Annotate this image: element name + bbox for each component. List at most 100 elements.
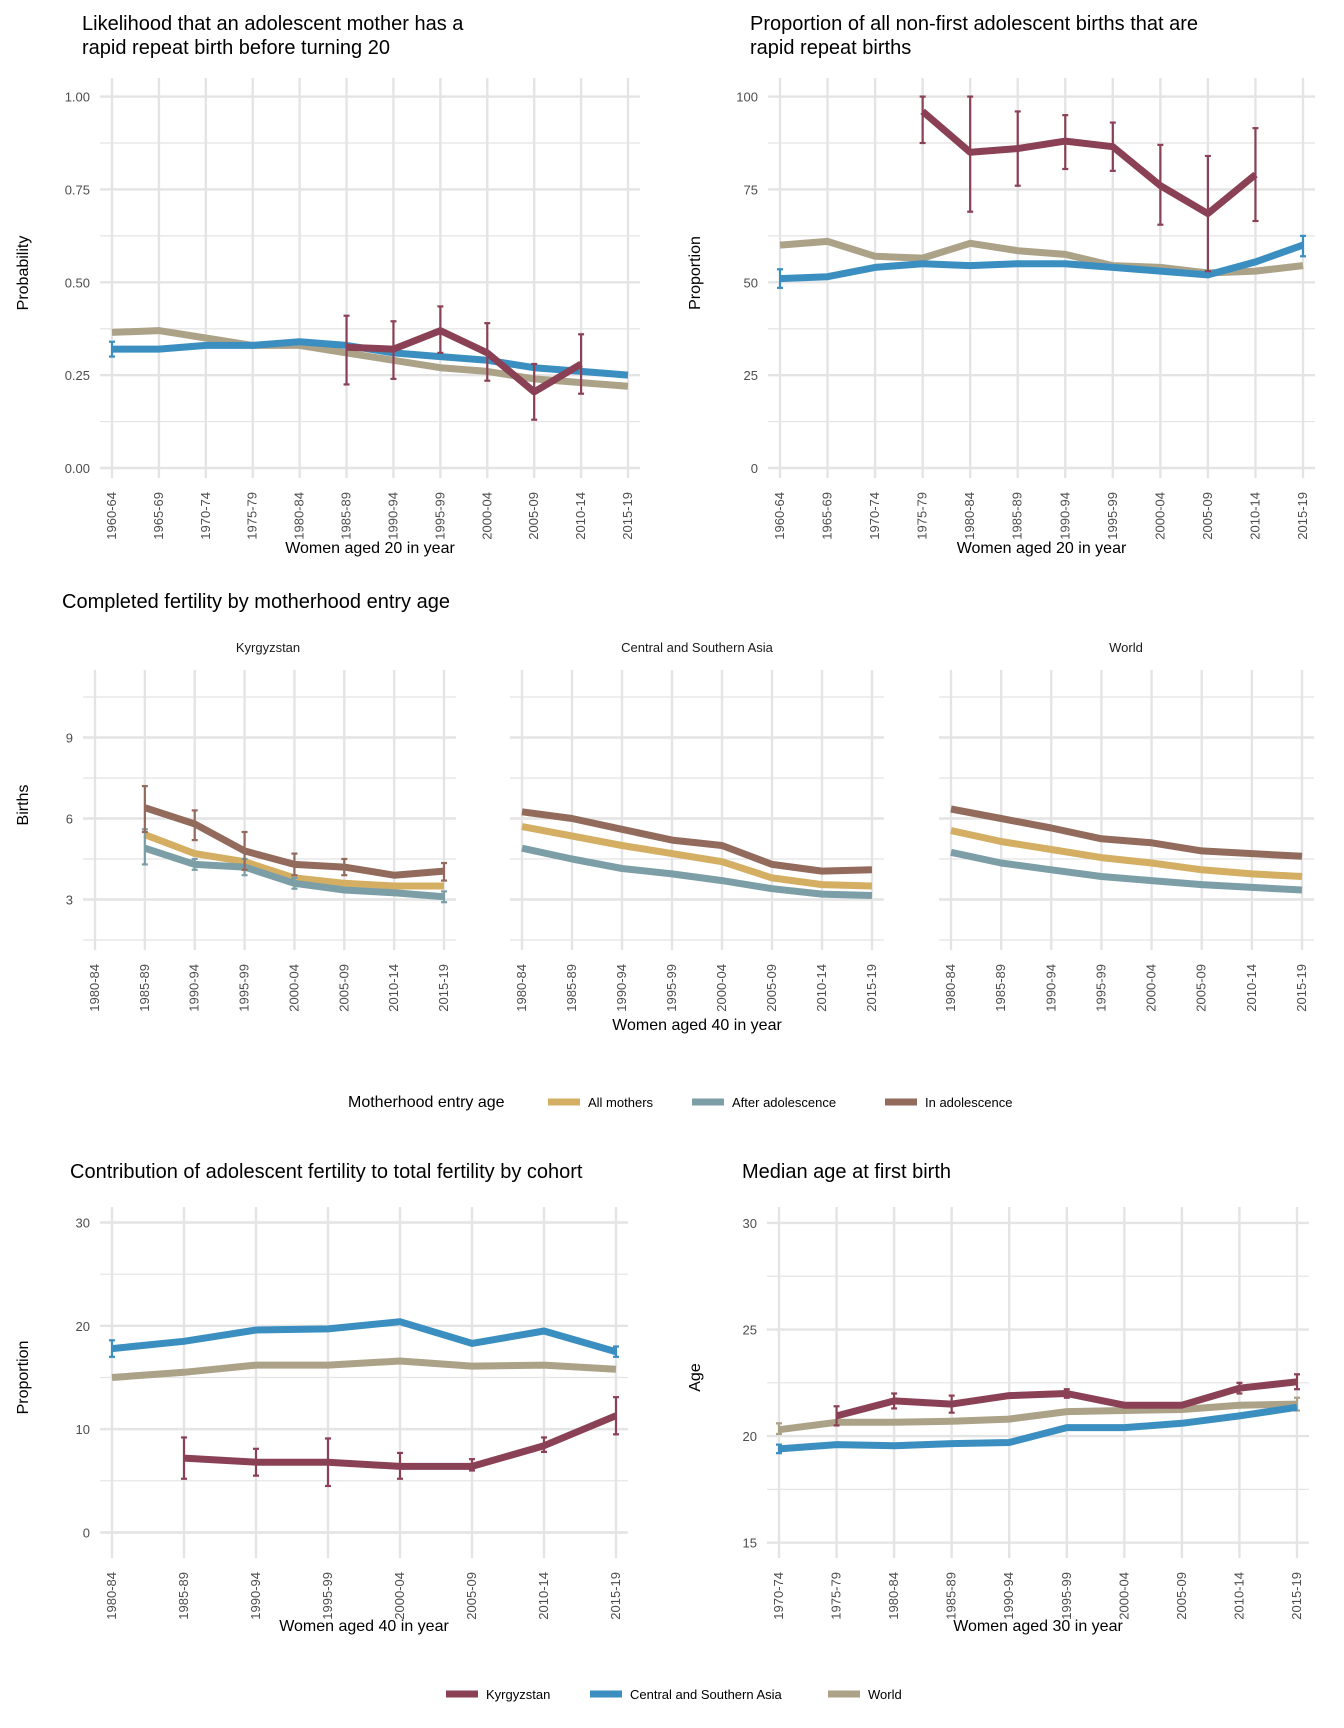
median-age-first-birth-xtick-label: 2015-19: [1289, 1572, 1304, 1620]
facet-ytick-label: 6: [66, 812, 73, 827]
chart-rapid-repeat-likelihood: Likelihood that an adolescent mother has…: [15, 13, 640, 557]
rapid-repeat-proportion-xtick-label: 1990-94: [1057, 492, 1072, 540]
facet-xtick-label: 2015-19: [436, 964, 451, 1012]
rapid-repeat-proportion-ytick-label: 75: [744, 182, 758, 197]
median-age-first-birth-xtick-label: 2000-04: [1116, 1572, 1131, 1620]
facet-strip-title: World: [1109, 640, 1143, 655]
facet-xtick-label: 1980-84: [943, 964, 958, 1012]
median-age-first-birth-ytick-label: 20: [743, 1429, 757, 1444]
series-all_mothers-line: [521, 823, 873, 890]
legend-title: Motherhood entry age: [348, 1094, 505, 1111]
legend-label-after_adolescence: After adolescence: [732, 1095, 836, 1110]
rapid-repeat-likelihood-ytick-label: 0.00: [65, 461, 90, 476]
chart-median-age-first-birth: Median age at first birth 15 20 25 30 1970-74…: [687, 1161, 1309, 1635]
chart-title-line: Proportion of all non-first adolescent b…: [750, 13, 1198, 35]
series-central_southern_asia-line: [111, 1318, 617, 1356]
adolescent-contribution-xtick-label: 2015-19: [608, 1572, 623, 1620]
chart-title: Median age at first birth: [742, 1161, 951, 1183]
chart-title: Contribution of adolescent fertility to …: [70, 1161, 583, 1183]
series-central_southern_asia-line: [778, 1403, 1298, 1453]
rapid-repeat-proportion-ytick-label: 100: [736, 90, 758, 105]
adolescent-contribution-xtick-label: 2010-14: [536, 1572, 551, 1620]
rapid-repeat-proportion-xtick-label: 1995-99: [1105, 492, 1120, 540]
series-kyrgyzstan-line: [920, 108, 1258, 218]
series-in_adolescence-line: [143, 804, 445, 879]
median-age-first-birth-xtick-label: 1985-89: [944, 1572, 959, 1620]
median-age-first-birth-xtick-label: 1970-74: [771, 1572, 786, 1620]
rapid-repeat-proportion-xtick-label: 1985-89: [1010, 492, 1025, 540]
y-axis-title: Age: [687, 1363, 704, 1392]
adolescent-contribution-xtick-label: 2005-09: [464, 1572, 479, 1620]
y-axis-title: Proportion: [687, 236, 704, 310]
facet-xtick-label: 2015-19: [864, 964, 879, 1012]
chart-rapid-repeat-proportion: Proportion of all non-first adolescent b…: [687, 13, 1315, 557]
facet-xtick-label: 1980-84: [87, 964, 102, 1012]
median-age-first-birth-xtick-label: 1980-84: [886, 1572, 901, 1620]
facet-xtick-label: 2010-14: [386, 964, 401, 1012]
chart-title-line: rapid repeat births: [750, 37, 911, 59]
series-world-line: [111, 327, 629, 390]
facet-xtick-label: 2000-04: [714, 964, 729, 1012]
median-age-first-birth-xtick-label: 1975-79: [829, 1572, 844, 1620]
facet-xtick-label: 1985-89: [137, 964, 152, 1012]
rapid-repeat-likelihood-ytick-label: 0.75: [65, 182, 90, 197]
legend-label-all_mothers: All mothers: [588, 1095, 654, 1110]
rapid-repeat-likelihood-xtick-label: 1965-69: [151, 492, 166, 540]
series-in_adolescence-line: [950, 805, 1303, 860]
chart-title-line: Likelihood that an adolescent mother has…: [82, 13, 464, 35]
rapid-repeat-proportion-xtick-label: 2000-04: [1152, 492, 1167, 540]
series-all_mothers-line: [950, 827, 1303, 880]
facet-strip-title: Central and Southern Asia: [621, 640, 774, 655]
facet-xtick-label: 1990-94: [614, 964, 629, 1012]
x-axis-title: Women aged 20 in year: [957, 540, 1127, 557]
rapid-repeat-proportion-xtick-label: 1970-74: [867, 492, 882, 540]
rapid-repeat-proportion-xtick-label: 2005-09: [1200, 492, 1215, 540]
facet-central-and-southern-asia: Central and Southern Asia 1980-84 1985-89 1…: [510, 640, 884, 1012]
rapid-repeat-likelihood-ytick-label: 1.00: [65, 90, 90, 105]
rapid-repeat-proportion-ytick-label: 50: [744, 275, 758, 290]
series-kyrgyzstan-line: [183, 1412, 618, 1470]
chart-title: Completed fertility by motherhood entry …: [62, 591, 450, 613]
series-after_adolescence-line: [521, 844, 873, 899]
x-axis-title: Women aged 40 in year: [279, 1618, 449, 1635]
facet-kyrgyzstan: Kyrgyzstan 3 6 9 1980-84 1985-89 1990-94 1995-9…: [66, 640, 456, 1012]
rapid-repeat-likelihood-xtick-label: 1975-79: [245, 492, 260, 540]
x-axis-title: Women aged 40 in year: [612, 1017, 782, 1034]
rapid-repeat-proportion-xtick-label: 2015-19: [1295, 492, 1310, 540]
facet-ytick-label: 9: [66, 731, 73, 746]
facet-xtick-label: 2005-09: [764, 964, 779, 1012]
series-world-line: [111, 1357, 617, 1381]
facet-xtick-label: 1995-99: [237, 964, 252, 1012]
rapid-repeat-likelihood-xtick-label: 2010-14: [573, 492, 588, 540]
x-axis-title: Women aged 20 in year: [285, 540, 455, 557]
chart-completed-fertility: Completed fertility by motherhood entry …: [15, 591, 1314, 1034]
rapid-repeat-likelihood-xtick-label: 2005-09: [526, 492, 541, 540]
chart-title: Proportion of all non-first adolescent b…: [750, 13, 1198, 59]
rapid-repeat-likelihood-xtick-label: 2015-19: [620, 492, 635, 540]
series-after_adolescence-line: [143, 844, 445, 901]
rapid-repeat-likelihood-xtick-label: 1995-99: [432, 492, 447, 540]
series-after_adolescence-line: [950, 848, 1303, 894]
adolescent-contribution-ytick-label: 20: [76, 1319, 90, 1334]
adolescent-contribution-ytick-label: 30: [76, 1216, 90, 1231]
facet-xtick-label: 1985-89: [564, 964, 579, 1012]
facet-xtick-label: 2000-04: [286, 964, 301, 1012]
series-in_adolescence-line: [521, 808, 873, 875]
rapid-repeat-likelihood-ytick-label: 0.25: [65, 368, 90, 383]
facet-xtick-label: 2010-14: [814, 964, 829, 1012]
legend-label-central_southern_asia: Central and Southern Asia: [630, 1687, 783, 1702]
rapid-repeat-likelihood-xtick-label: 1990-94: [385, 492, 400, 540]
legend-label-in_adolescence: In adolescence: [925, 1095, 1012, 1110]
rapid-repeat-proportion-xtick-label: 2010-14: [1247, 492, 1262, 540]
series-kyrgyzstan-line: [835, 1378, 1298, 1420]
facet-xtick-label: 2010-14: [1244, 964, 1259, 1012]
legend-region: Kyrgyzstan Central and Southern Asia World: [446, 1687, 902, 1702]
chart-title-line: rapid repeat birth before turning 20: [82, 37, 390, 59]
facet-xtick-label: 1995-99: [1093, 964, 1108, 1012]
chart-title: Likelihood that an adolescent mother has…: [82, 13, 464, 59]
facet-xtick-label: 1985-89: [993, 964, 1008, 1012]
median-age-first-birth-xtick-label: 2005-09: [1174, 1572, 1189, 1620]
legend-motherhood-entry-age: Motherhood entry age All mothers After ado…: [348, 1094, 1012, 1111]
legend-label-world: World: [868, 1687, 902, 1702]
